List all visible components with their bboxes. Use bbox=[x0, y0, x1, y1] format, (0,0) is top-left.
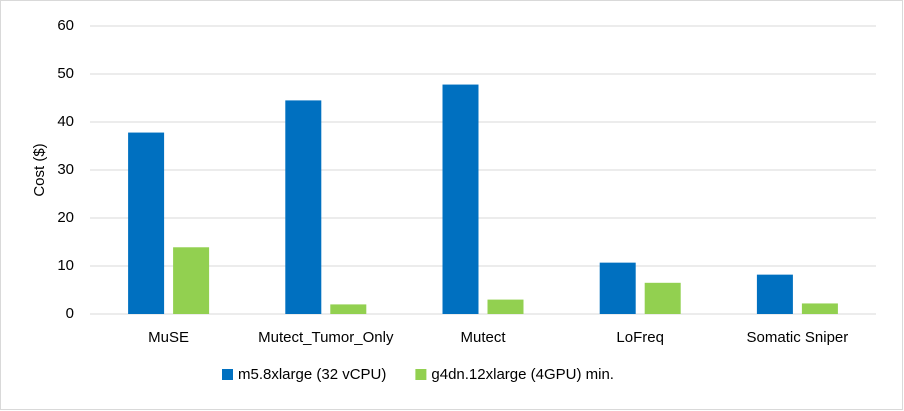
bar bbox=[756, 274, 793, 314]
bar bbox=[442, 84, 479, 314]
x-tick-label: LoFreq bbox=[616, 329, 664, 346]
bar bbox=[330, 304, 367, 314]
y-tick-label: 20 bbox=[57, 209, 74, 226]
y-tick-label: 40 bbox=[57, 113, 74, 130]
bar bbox=[644, 282, 681, 314]
legend-swatch bbox=[415, 369, 427, 380]
bar bbox=[801, 303, 838, 314]
x-tick-label: Somatic Sniper bbox=[747, 329, 849, 346]
legend-label: g4dn.12xlarge (4GPU) min. bbox=[431, 366, 614, 383]
bar bbox=[285, 100, 322, 315]
bar bbox=[173, 247, 210, 314]
y-tick-label: 10 bbox=[57, 257, 74, 274]
bar bbox=[487, 299, 524, 314]
bar bbox=[128, 132, 165, 314]
y-tick-label: 50 bbox=[57, 65, 74, 82]
x-tick-label: Mutect_Tumor_Only bbox=[258, 329, 394, 346]
bar bbox=[599, 262, 636, 314]
legend-label: m5.8xlarge (32 vCPU) bbox=[238, 366, 386, 383]
y-tick-label: 0 bbox=[66, 305, 74, 322]
x-tick-label: MuSE bbox=[148, 329, 189, 346]
legend-swatch bbox=[222, 369, 233, 380]
x-tick-label: Mutect bbox=[460, 329, 506, 346]
y-tick-label: 30 bbox=[57, 161, 74, 178]
y-tick-label: 60 bbox=[57, 17, 74, 34]
y-axis-label: Cost ($) bbox=[31, 143, 48, 196]
